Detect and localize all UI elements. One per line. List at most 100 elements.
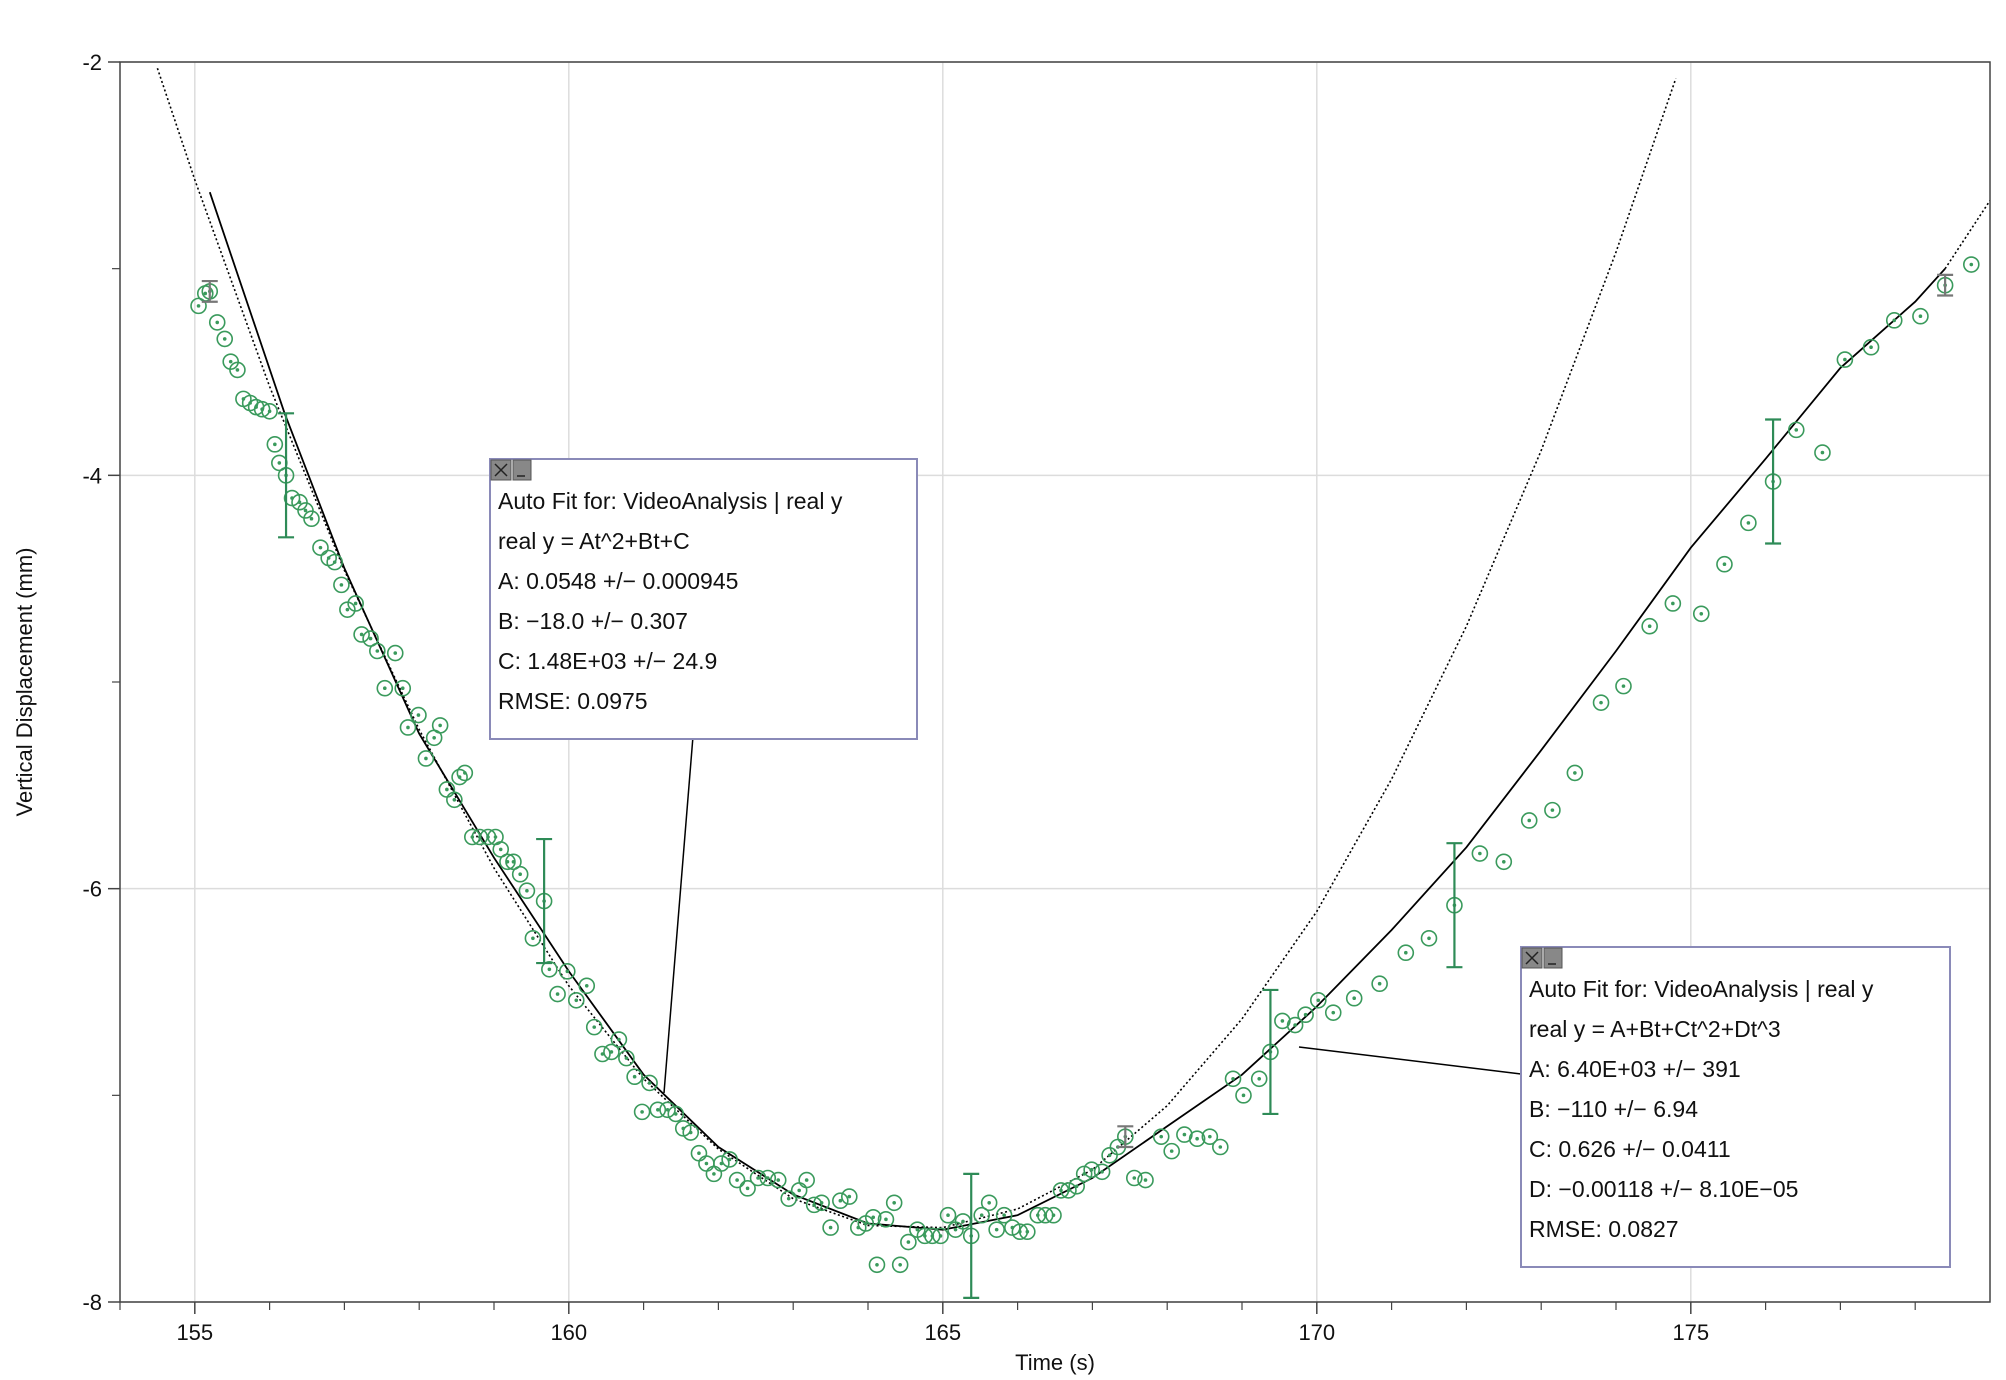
point-dot — [1671, 601, 1675, 606]
point-ring — [386, 644, 404, 662]
data-point — [739, 1180, 756, 1197]
annotation-line: real y = At^2+Bt+C — [498, 528, 690, 554]
point-dot — [353, 601, 358, 606]
data-point — [369, 642, 386, 660]
data-point — [749, 1169, 767, 1187]
data-point — [417, 750, 435, 767]
point-ring — [1176, 1126, 1193, 1143]
data-point — [456, 764, 474, 782]
data-point — [399, 719, 417, 736]
data-point — [1836, 351, 1854, 368]
error-bar — [1117, 1125, 1134, 1149]
data-point — [1274, 1012, 1291, 1030]
point-dot — [203, 291, 208, 296]
fit-curves — [156, 67, 1990, 1231]
point-ring — [347, 595, 364, 612]
point-ring — [813, 1194, 830, 1212]
point-ring — [769, 1171, 787, 1189]
point-dot — [1869, 345, 1873, 350]
data-point — [376, 679, 394, 697]
data-point — [603, 1043, 620, 1061]
annotation-line: A: 6.40E+03 +/− 391 — [1529, 1056, 1741, 1082]
annotation-line: RMSE: 0.0975 — [498, 688, 648, 714]
data-point — [864, 1208, 882, 1226]
point-dot — [1478, 851, 1482, 856]
point-ring — [1814, 444, 1831, 461]
error-bar — [1262, 988, 1279, 1116]
point-dot — [498, 847, 503, 852]
point-ring — [353, 626, 370, 643]
point-ring — [721, 1151, 738, 1168]
point-dot — [1502, 860, 1506, 864]
point-ring — [1235, 1087, 1252, 1104]
point-dot — [704, 1161, 709, 1166]
point-dot — [1699, 612, 1704, 616]
point-ring — [578, 977, 596, 995]
close-x — [1525, 951, 1539, 965]
point-dot — [1002, 1213, 1006, 1217]
y-axis-title: Vertical Displacement (mm) — [12, 548, 37, 817]
point-dot — [632, 1074, 637, 1079]
data-point — [339, 601, 356, 618]
data-point — [721, 1151, 738, 1168]
point-ring — [1093, 1163, 1111, 1181]
point-ring — [1420, 929, 1438, 947]
point-ring — [190, 297, 207, 315]
annotation-line: D: −0.00118 +/− 8.10E−05 — [1529, 1176, 1798, 1202]
data-point — [291, 493, 308, 511]
point-ring — [1188, 1130, 1206, 1148]
point-ring — [1060, 1182, 1077, 1199]
point-ring — [739, 1180, 756, 1197]
data-point — [549, 985, 566, 1003]
point-dot — [525, 888, 529, 893]
data-point — [1163, 1142, 1180, 1160]
data-point — [1814, 444, 1831, 461]
point-dot — [712, 1172, 716, 1176]
error-bar — [278, 412, 295, 539]
minimize-icon — [512, 459, 532, 481]
annotation-line: C: 0.626 +/− 0.0411 — [1529, 1136, 1731, 1162]
data-point — [518, 882, 536, 900]
point-dot — [382, 686, 387, 690]
point-ring — [1692, 605, 1710, 623]
point-dot — [819, 1201, 824, 1205]
point-dot — [765, 1176, 770, 1180]
data-point — [567, 991, 585, 1009]
data-point — [208, 314, 226, 331]
point-dot — [424, 756, 428, 761]
point-dot — [1918, 314, 1923, 319]
data-point — [822, 1219, 839, 1236]
data-point — [1963, 256, 1980, 273]
point-ring — [1885, 312, 1903, 329]
point-ring — [303, 510, 320, 528]
data-point — [1176, 1126, 1193, 1143]
data-point — [229, 361, 246, 379]
data-point — [1083, 1161, 1100, 1179]
point-dot — [400, 686, 405, 690]
point-dot — [1969, 262, 1974, 267]
point-dot — [673, 1112, 678, 1116]
point-ring — [1212, 1138, 1229, 1156]
data-point — [939, 1206, 957, 1224]
data-point — [362, 630, 379, 647]
data-point — [386, 644, 404, 662]
point-ring — [410, 706, 427, 724]
data-point — [980, 1194, 998, 1212]
x-axis-title: Time (s) — [1015, 1350, 1095, 1375]
point-ring — [980, 1194, 998, 1212]
point-dot — [1257, 1077, 1262, 1081]
point-ring — [1083, 1161, 1100, 1179]
point-dot — [416, 713, 421, 717]
data-point — [1137, 1171, 1154, 1189]
data-point — [891, 1256, 909, 1274]
data-point — [1345, 989, 1363, 1007]
point-dot — [518, 872, 522, 876]
point-ring — [399, 719, 417, 736]
point-dot — [953, 1227, 958, 1232]
point-dot — [1051, 1213, 1056, 1217]
point-ring — [840, 1188, 858, 1205]
data-point — [1615, 677, 1632, 695]
data-point — [578, 977, 596, 995]
annotation-line: Auto Fit for: VideoAnalysis | real y — [498, 488, 843, 514]
data-point — [973, 1206, 990, 1224]
